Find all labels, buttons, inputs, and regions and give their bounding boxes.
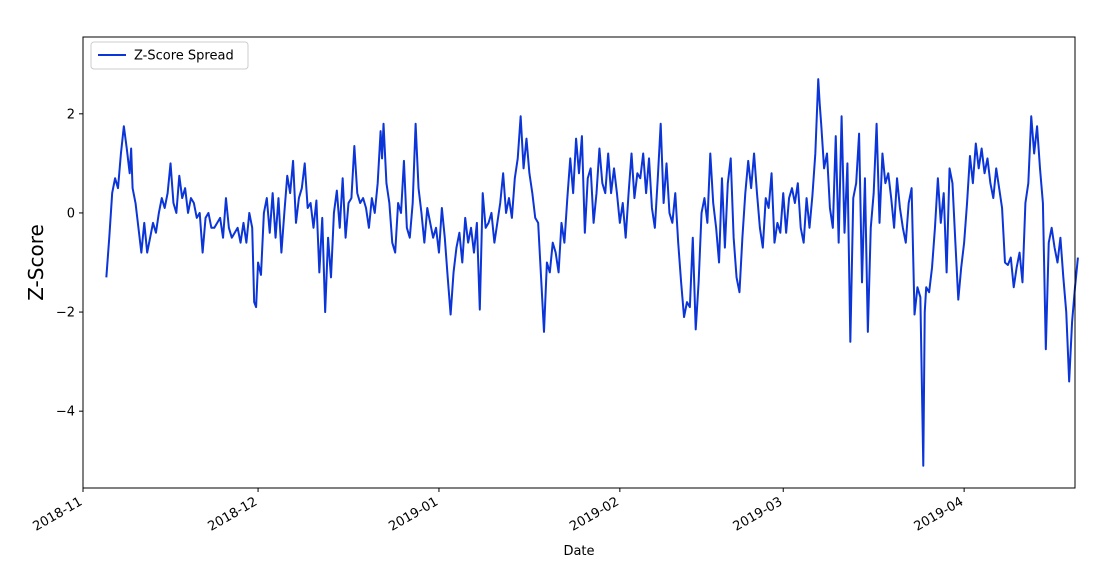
legend-label: Z-Score Spread: [134, 49, 234, 64]
axes-frame: [82, 36, 1076, 489]
y-tick-label: −2: [56, 306, 75, 321]
legend-box: [90, 41, 249, 70]
y-axis-label: Z-Score: [24, 224, 48, 301]
y-tick-label: 2: [67, 107, 75, 122]
x-axis-label: Date: [563, 544, 594, 559]
y-axis-ticks: −4 −2 0 2: [56, 107, 83, 420]
plot-layer: [105, 78, 1079, 467]
legend: Z-Score Spread: [90, 41, 249, 70]
series-line-0: [105, 78, 1079, 467]
y-tick-label: −4: [56, 405, 75, 420]
y-tick-label: 0: [67, 206, 75, 221]
